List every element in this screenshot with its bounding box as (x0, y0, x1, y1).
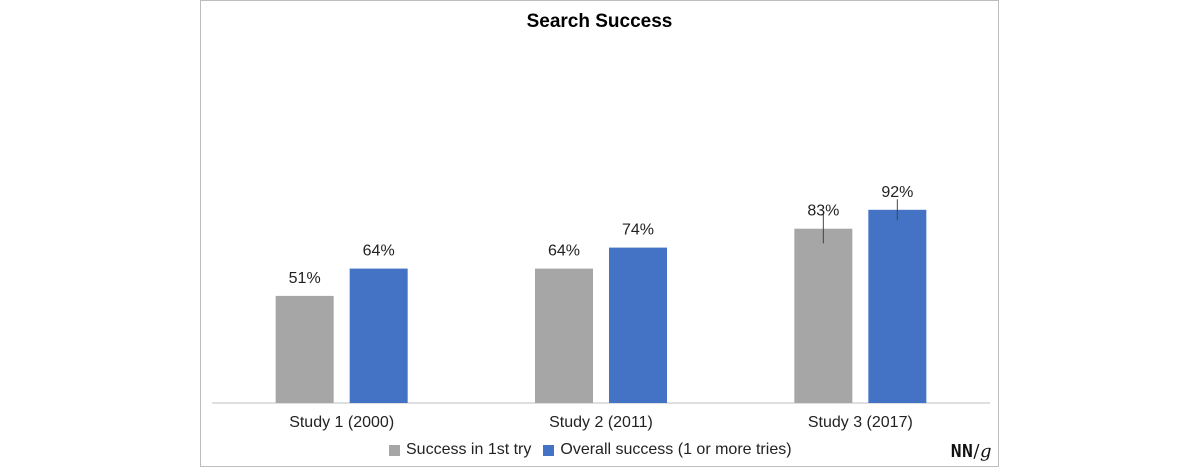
bar-first-try-1 (275, 295, 334, 403)
nng-logo: NN/g (951, 441, 992, 462)
data-label-overall-2: 74% (622, 222, 654, 239)
bar-first-try-3 (794, 228, 853, 403)
bar-first-try-2 (535, 268, 593, 403)
bar-overall-2 (609, 247, 667, 403)
legend-item-overall: Overall success (1 or more tries) (543, 441, 792, 459)
legend-item-first-try: Success in 1st try (389, 441, 531, 459)
category-label-2: Study 2 (2011) (549, 414, 653, 431)
legend-label-first-try: Success in 1st try (406, 441, 532, 458)
bar-overall-3 (868, 209, 927, 403)
legend: Success in 1st try Overall success (1 or… (389, 441, 804, 459)
chart-frame: Search Success 51% 64% Study 1 (2000) 64% 74… (200, 0, 999, 467)
category-label-1: Study 1 (2000) (289, 414, 394, 431)
chart-title: Search Success (526, 11, 673, 32)
legend-swatch-overall (543, 444, 555, 456)
logo-slash: / (973, 441, 980, 462)
bar-overall-1 (349, 268, 408, 403)
data-label-overall-3: 92% (881, 184, 913, 201)
data-label-first-try-2: 64% (548, 243, 580, 260)
category-label-3: Study 3 (2017) (808, 414, 913, 431)
logo-g: g (979, 441, 992, 462)
data-label-overall-1: 64% (363, 243, 395, 260)
legend-label-overall: Overall success (1 or more tries) (560, 441, 792, 458)
legend-swatch-first-try (389, 444, 400, 456)
data-label-first-try-1: 51% (289, 270, 321, 287)
data-label-first-try-3: 83% (807, 203, 839, 220)
logo-nn: NN (950, 441, 974, 462)
bar-chart: 51% 64% Study 1 (2000) 64% 74% Study 2 (2011)… (212, 184, 990, 431)
